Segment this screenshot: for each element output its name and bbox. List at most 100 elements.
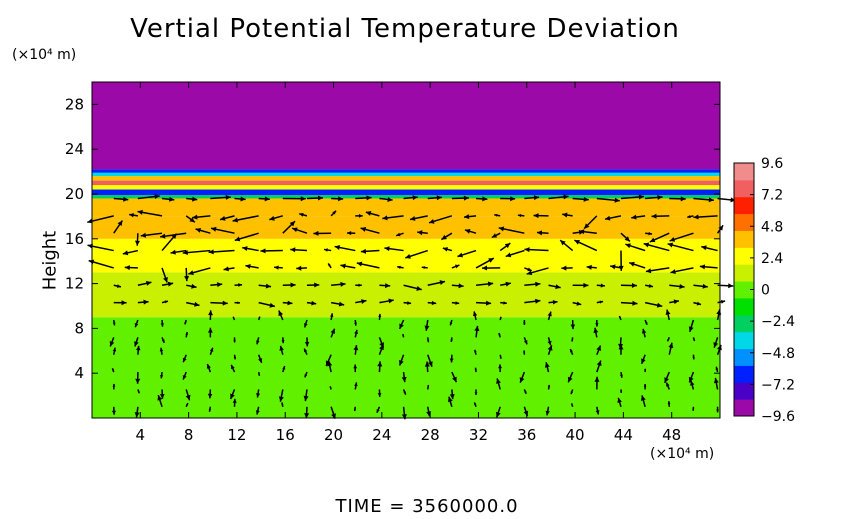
vector-arrow-head: [188, 270, 194, 276]
vector-arrow-head: [112, 347, 117, 352]
vector-arrow-head: [442, 247, 448, 252]
vector-arrow-head: [535, 281, 541, 287]
vector-arrow-head: [334, 245, 341, 250]
x-unit-label: (×10⁴ m): [650, 446, 715, 462]
vector-arrow-head: [651, 213, 657, 219]
vector-arrow-head: [424, 361, 430, 367]
vector-arrow-head: [533, 195, 540, 201]
vector-arrow-head: [209, 347, 214, 352]
vector-arrow-head: [159, 347, 164, 352]
vector-arrow-head: [523, 350, 526, 353]
vector-arrow-head: [143, 299, 149, 305]
colorbar-tick-label: 0: [761, 283, 770, 299]
vector-arrow-head: [664, 377, 669, 383]
vector-arrow-head: [624, 236, 630, 242]
vector-arrow-head: [313, 230, 319, 236]
vector-arrow-head: [136, 345, 141, 351]
vector-arrow-head: [701, 245, 707, 251]
vector-arrow-head: [472, 311, 478, 317]
vector-arrow-head: [237, 301, 240, 305]
vector-arrow-head: [505, 281, 511, 287]
colorbar-swatch: [734, 163, 754, 181]
vector-arrow-head: [217, 282, 223, 288]
vector-arrow-head: [186, 403, 188, 406]
vector-arrow-head: [429, 218, 435, 224]
vector-arrow-head: [353, 364, 358, 369]
vector-arrow-head: [491, 233, 498, 238]
vector-arrow-head: [377, 361, 383, 367]
vector-arrow-head: [583, 282, 589, 288]
vector-arrow-head: [157, 395, 163, 401]
vector-arrow-head: [594, 376, 600, 382]
x-tick-label: 8: [184, 426, 194, 444]
x-tick-label: 16: [276, 426, 295, 444]
vector-arrow-head: [702, 283, 708, 289]
heatmap-band: [92, 169, 720, 173]
vector-arrow-head: [169, 196, 175, 202]
vector-arrow-head: [401, 376, 407, 383]
vector-arrow-head: [340, 263, 346, 269]
vector-arrow-head: [379, 342, 384, 348]
colorbar-swatch: [734, 213, 754, 231]
vector-arrow-head: [387, 196, 393, 202]
vector-arrow-head: [643, 242, 650, 248]
vector-arrow-head: [667, 242, 674, 248]
vector-arrow-head: [353, 345, 359, 351]
vector-arrow-head: [604, 215, 611, 221]
vector-arrow-head: [134, 412, 140, 418]
vector-arrow-head: [296, 265, 302, 271]
vector-arrow-head: [680, 196, 686, 202]
vector-arrow-head: [574, 240, 580, 245]
vector-arrow-head: [324, 248, 328, 252]
x-tick-label: 20: [324, 426, 343, 444]
vector-arrow-head: [129, 213, 134, 218]
vector-arrow-head: [417, 230, 423, 236]
vector-arrow-head: [278, 396, 284, 402]
vector-arrow-head: [234, 236, 241, 242]
x-tick-label: 48: [662, 426, 681, 444]
vector-arrow-head: [401, 414, 407, 420]
vector-arrow-head: [485, 300, 492, 306]
heatmap-band: [92, 176, 720, 181]
vector-arrow-head: [474, 402, 477, 405]
vector-arrow-head: [192, 214, 198, 220]
x-tick-label: 4: [136, 426, 146, 444]
heatmap-field: [92, 82, 720, 418]
vector-arrow-head: [644, 368, 647, 371]
vector-arrow-head: [494, 213, 498, 217]
vector-arrow-head: [185, 394, 191, 401]
vector-arrow-head: [161, 339, 165, 343]
vector-arrow-head: [586, 264, 592, 270]
vector-arrow-head: [625, 243, 631, 249]
colorbar-tick-label: 2.4: [761, 251, 783, 267]
vector-arrow-head: [657, 194, 663, 200]
vector-arrow-head: [426, 339, 430, 343]
vector-arrow-head: [359, 213, 363, 218]
vector-arrow-head: [595, 323, 599, 327]
vector-arrow-head: [643, 384, 647, 387]
colorbar-tick-label: 9.6: [761, 156, 783, 172]
vector-arrow-head: [614, 197, 620, 203]
vector-arrow-head: [696, 301, 701, 306]
vector-arrow-head: [314, 282, 320, 288]
vector-arrow-head: [399, 323, 404, 329]
vector-arrow-head: [447, 396, 453, 403]
colorbar-tick-label: 7.2: [761, 188, 783, 204]
time-readout: TIME = 3560000.0: [335, 496, 519, 517]
vector-arrow-head: [279, 345, 284, 351]
vector-arrow-head: [693, 214, 699, 220]
vector-arrow-head: [641, 328, 647, 334]
vector-arrow-head: [517, 213, 522, 218]
vector-arrow-head: [116, 284, 121, 288]
vector-arrow-head: [376, 409, 380, 413]
vector-arrow-head: [164, 300, 169, 304]
vector-arrow-head: [240, 196, 246, 202]
vector-arrow-head: [223, 266, 229, 272]
vector-arrow-head: [163, 276, 168, 283]
vector-arrow-head: [207, 327, 213, 333]
vector-arrow-head: [439, 280, 446, 285]
vector-arrow-head: [717, 344, 722, 351]
vector-arrow-head: [353, 408, 357, 412]
